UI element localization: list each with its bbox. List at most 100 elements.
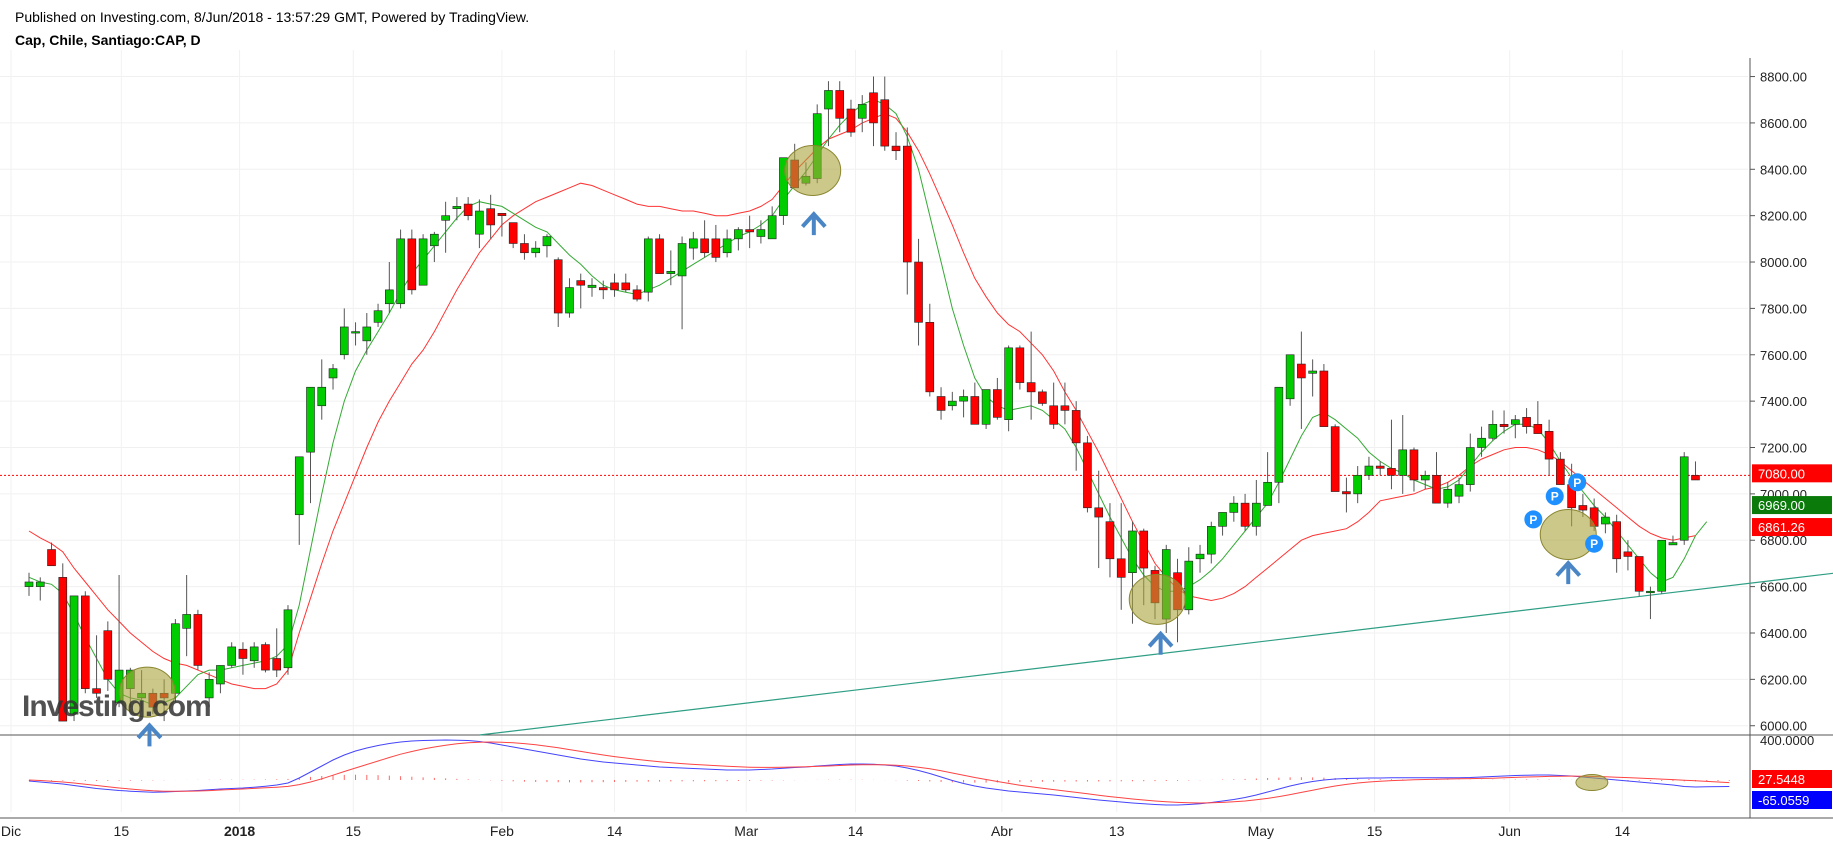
candle (970, 382, 980, 425)
candle-body (1139, 530, 1149, 569)
candle (745, 215, 754, 249)
candle (418, 234, 428, 286)
candle (24, 572, 34, 596)
candle (204, 672, 214, 708)
candle-body (1601, 516, 1610, 525)
candle-body (1240, 502, 1250, 527)
candle-body (508, 222, 518, 244)
candle (1657, 539, 1666, 594)
candle-body (914, 261, 923, 323)
price-tick-label: 6800.00 (1760, 533, 1807, 548)
candle-body (193, 614, 203, 666)
candle (1026, 331, 1036, 420)
candle-body (216, 665, 225, 685)
candle-body (306, 386, 315, 453)
candle (497, 213, 507, 237)
highlight-circle (118, 666, 176, 718)
candle (880, 76, 890, 151)
candle (486, 194, 495, 239)
highlight-circle (784, 144, 842, 196)
time-tick-label: 14 (607, 823, 623, 839)
candle-body (24, 581, 34, 587)
candle (520, 234, 529, 260)
candle (238, 642, 248, 675)
candle-body (1387, 468, 1396, 476)
up-arrow-icon (1555, 560, 1582, 585)
candle (689, 231, 698, 260)
symbol-title: Cap, Chile, Santiago:CAP, D (15, 32, 201, 48)
candle-body (1342, 491, 1351, 495)
price-tick-label: 7400.00 (1760, 394, 1807, 409)
candle-body (328, 368, 338, 379)
candle-body (936, 396, 946, 411)
candle (1015, 345, 1025, 390)
price-tag-text: 6969.00 (1758, 498, 1805, 513)
time-tick-label: Abr (991, 823, 1013, 839)
candle (1116, 503, 1126, 610)
candle-body (103, 630, 113, 680)
price-tick-label: 8200.00 (1760, 209, 1807, 224)
candle-body (948, 400, 957, 407)
pivot-marker-label: P (1551, 490, 1559, 504)
candle-body (1285, 354, 1295, 400)
price-tag-bg (1752, 518, 1832, 537)
candle (1499, 410, 1509, 434)
price-tick-label: 7200.00 (1760, 441, 1807, 456)
candle (339, 308, 349, 360)
candle-body (835, 90, 845, 119)
candle-body (92, 688, 101, 694)
pivot-marker-dot (1545, 487, 1564, 506)
price-tag-bg (1752, 496, 1832, 515)
candle (1668, 535, 1678, 546)
candle (1375, 461, 1385, 476)
candle-body (47, 549, 56, 567)
candle (1646, 586, 1655, 620)
price-tick-label: 6200.00 (1760, 672, 1807, 687)
candle-body (824, 90, 833, 110)
macd-value-tag-bg (1752, 791, 1832, 809)
candle (542, 234, 552, 258)
candle (711, 224, 721, 263)
candle (463, 197, 473, 221)
candle-body (1308, 370, 1317, 374)
candle (1105, 503, 1115, 578)
candle (914, 238, 923, 346)
time-tick-label: 2018 (224, 823, 255, 839)
price-tick-label: 8800.00 (1760, 70, 1807, 85)
candle-body (1116, 558, 1126, 578)
candle-body (1252, 502, 1261, 527)
candle (1038, 389, 1047, 406)
candle-body (520, 243, 529, 254)
candle (1285, 354, 1295, 406)
candle (936, 387, 946, 420)
candle (1454, 477, 1464, 504)
candle (103, 621, 113, 691)
trendline (479, 572, 1833, 736)
candle (35, 577, 45, 601)
candle-body (81, 595, 90, 689)
candle (306, 386, 315, 504)
price-tag-text: 7080.00 (1758, 466, 1805, 481)
pivot-marker-dot (1585, 534, 1604, 553)
candle (677, 236, 687, 330)
price-grid (0, 76, 1748, 727)
candle (981, 389, 991, 429)
candle-body (272, 658, 282, 671)
candle-body (294, 456, 304, 516)
candle-body (598, 287, 608, 291)
candle (621, 273, 631, 293)
candle-body (711, 238, 721, 258)
candle (227, 642, 236, 668)
candle-body (700, 238, 709, 254)
candle (643, 236, 653, 302)
candle-body (452, 206, 462, 210)
candle-body (1398, 449, 1408, 476)
candle (1634, 556, 1644, 596)
candle (576, 273, 586, 309)
candle-body (182, 614, 191, 629)
candle-body (1634, 556, 1644, 592)
candle (948, 391, 957, 411)
highlight-circle (1539, 508, 1597, 560)
candle (531, 241, 541, 258)
